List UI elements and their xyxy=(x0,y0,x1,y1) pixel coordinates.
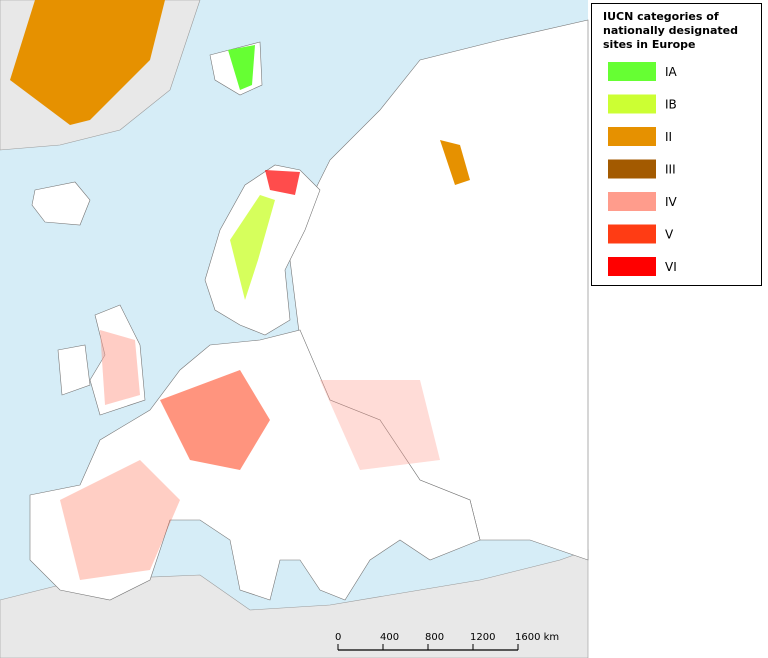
europe xyxy=(29,329,481,601)
legend-title: sites in Europe xyxy=(603,38,696,51)
ireland xyxy=(57,344,91,396)
legend-swatch xyxy=(608,192,656,211)
scale-label: 800 xyxy=(425,632,444,643)
sites-britain xyxy=(100,330,140,405)
legend-swatch xyxy=(608,257,656,276)
legend-label: II xyxy=(665,130,672,144)
legend-title: nationally designated xyxy=(603,24,738,37)
scandinavia-parks xyxy=(230,195,275,300)
sites-central xyxy=(160,370,270,470)
sites-west xyxy=(60,460,180,580)
scale-label: 1600 km xyxy=(515,632,559,643)
legend-swatch xyxy=(608,94,656,114)
legend-label: V xyxy=(665,228,674,242)
legend-swatch xyxy=(608,62,656,81)
legend-title: IUCN categories of xyxy=(603,10,719,23)
scale-label: 0 xyxy=(335,632,341,643)
legend-swatch xyxy=(608,127,656,146)
scale-label: 1200 xyxy=(470,632,495,643)
legend-label: IA xyxy=(665,65,678,79)
legend-label: III xyxy=(665,163,676,177)
legend-swatch xyxy=(608,224,656,244)
iceland xyxy=(31,181,91,226)
sites-lapland xyxy=(265,170,300,195)
legend-swatch xyxy=(608,159,656,179)
legend-label: IB xyxy=(665,98,677,112)
africa xyxy=(0,549,589,658)
sites-ural xyxy=(440,140,470,185)
scandinavia xyxy=(204,164,321,336)
legend-label: IV xyxy=(665,195,678,209)
svalbard-park xyxy=(228,45,255,90)
legend-label: VI xyxy=(665,260,677,274)
sites-east xyxy=(320,380,440,470)
scale-label: 400 xyxy=(380,632,399,643)
greenland-park xyxy=(10,0,165,125)
